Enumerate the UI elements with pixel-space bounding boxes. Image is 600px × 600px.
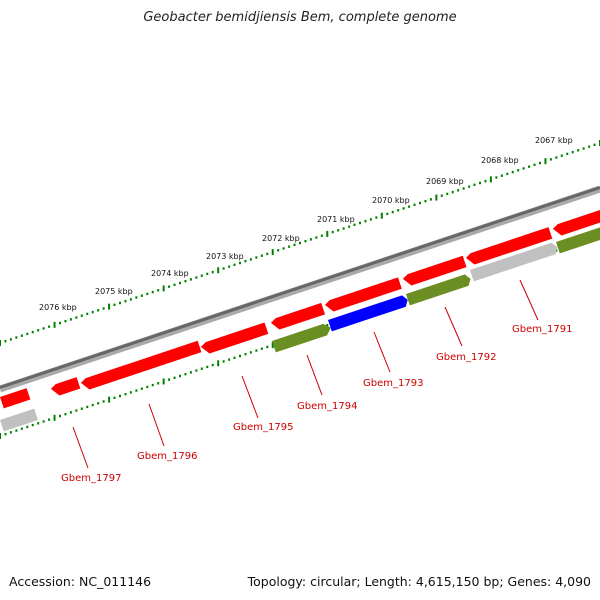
- leader-line: [519, 279, 539, 321]
- gene-arrow[interactable]: [270, 302, 326, 331]
- scale-label-2072: 2072 kbp: [262, 234, 300, 243]
- page-title: Geobacter bemidjiensis Bem, complete gen…: [143, 10, 457, 25]
- scale-label-2069: 2069 kbp: [426, 177, 464, 186]
- gene-arrow[interactable]: [402, 255, 467, 288]
- gene-label-gbem-1793[interactable]: Gbem_1793: [363, 378, 423, 389]
- forward-strand-track: [0, 207, 600, 409]
- gene-label-gbem-1791[interactable]: Gbem_1791: [512, 324, 572, 335]
- gene-arrow[interactable]: [465, 227, 553, 266]
- gene-arrow[interactable]: [328, 294, 410, 332]
- leader-line: [373, 331, 391, 373]
- gene-label-gbem-1794[interactable]: Gbem_1794: [297, 401, 357, 412]
- gene-arrow[interactable]: [406, 273, 472, 306]
- gene-label-gbem-1795[interactable]: Gbem_1795: [233, 422, 293, 433]
- leader-line: [306, 354, 323, 396]
- reverse-strand-track: [0, 223, 600, 432]
- scale-labels: 2067 kbp 2068 kbp 2069 kbp 2070 kbp 2071…: [39, 136, 573, 312]
- scale-label-2067: 2067 kbp: [535, 136, 573, 145]
- scale-label-2076: 2076 kbp: [39, 303, 77, 312]
- gene-arrow[interactable]: [200, 322, 269, 356]
- accession-text: Accession: NC_011146: [9, 574, 152, 589]
- gene-arrow[interactable]: [0, 408, 38, 432]
- gene-label-gbem-1796[interactable]: Gbem_1796: [137, 451, 197, 462]
- scale-label-2071: 2071 kbp: [317, 215, 355, 224]
- outer-tick-ring: [0, 140, 600, 346]
- genome-summary-text: Topology: circular; Length: 4,615,150 bp…: [247, 574, 591, 589]
- gene-leader-lines: [72, 279, 539, 469]
- scale-label-2073: 2073 kbp: [206, 252, 244, 261]
- genome-backbone-core: [0, 186, 600, 389]
- leader-line: [241, 375, 259, 419]
- leader-line: [444, 306, 463, 347]
- scale-label-2068: 2068 kbp: [481, 156, 519, 165]
- leader-line: [148, 403, 165, 447]
- gene-labels: Gbem_1791 Gbem_1792 Gbem_1793 Gbem_1794 …: [61, 324, 572, 484]
- gene-label-gbem-1797[interactable]: Gbem_1797: [61, 473, 121, 484]
- gene-arrow[interactable]: [556, 223, 600, 254]
- gene-arrow[interactable]: [552, 207, 600, 237]
- gene-arrow[interactable]: [80, 340, 202, 392]
- leader-line: [72, 426, 89, 469]
- scale-label-2070: 2070 kbp: [372, 196, 410, 205]
- gene-arrow[interactable]: [0, 388, 31, 409]
- gene-arrow[interactable]: [272, 322, 333, 353]
- scale-label-2074: 2074 kbp: [151, 269, 189, 278]
- gene-arrow[interactable]: [324, 277, 402, 313]
- scale-label-2075: 2075 kbp: [95, 287, 133, 296]
- gene-arrow[interactable]: [470, 242, 559, 282]
- gene-arrow[interactable]: [50, 377, 81, 397]
- gene-label-gbem-1792[interactable]: Gbem_1792: [436, 352, 496, 363]
